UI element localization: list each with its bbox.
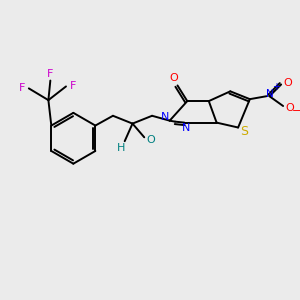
Text: S: S — [240, 125, 248, 138]
Text: N: N — [266, 89, 273, 99]
Text: O: O — [284, 77, 292, 88]
Text: −: − — [292, 106, 300, 116]
Text: N: N — [182, 124, 190, 134]
Text: N: N — [160, 112, 169, 122]
Text: O: O — [286, 103, 294, 113]
Text: F: F — [70, 81, 76, 92]
Text: +: + — [272, 82, 280, 92]
Text: H: H — [117, 143, 125, 153]
Text: O: O — [147, 135, 155, 145]
Text: F: F — [19, 83, 25, 93]
Text: O: O — [169, 73, 178, 82]
Text: F: F — [47, 69, 53, 79]
